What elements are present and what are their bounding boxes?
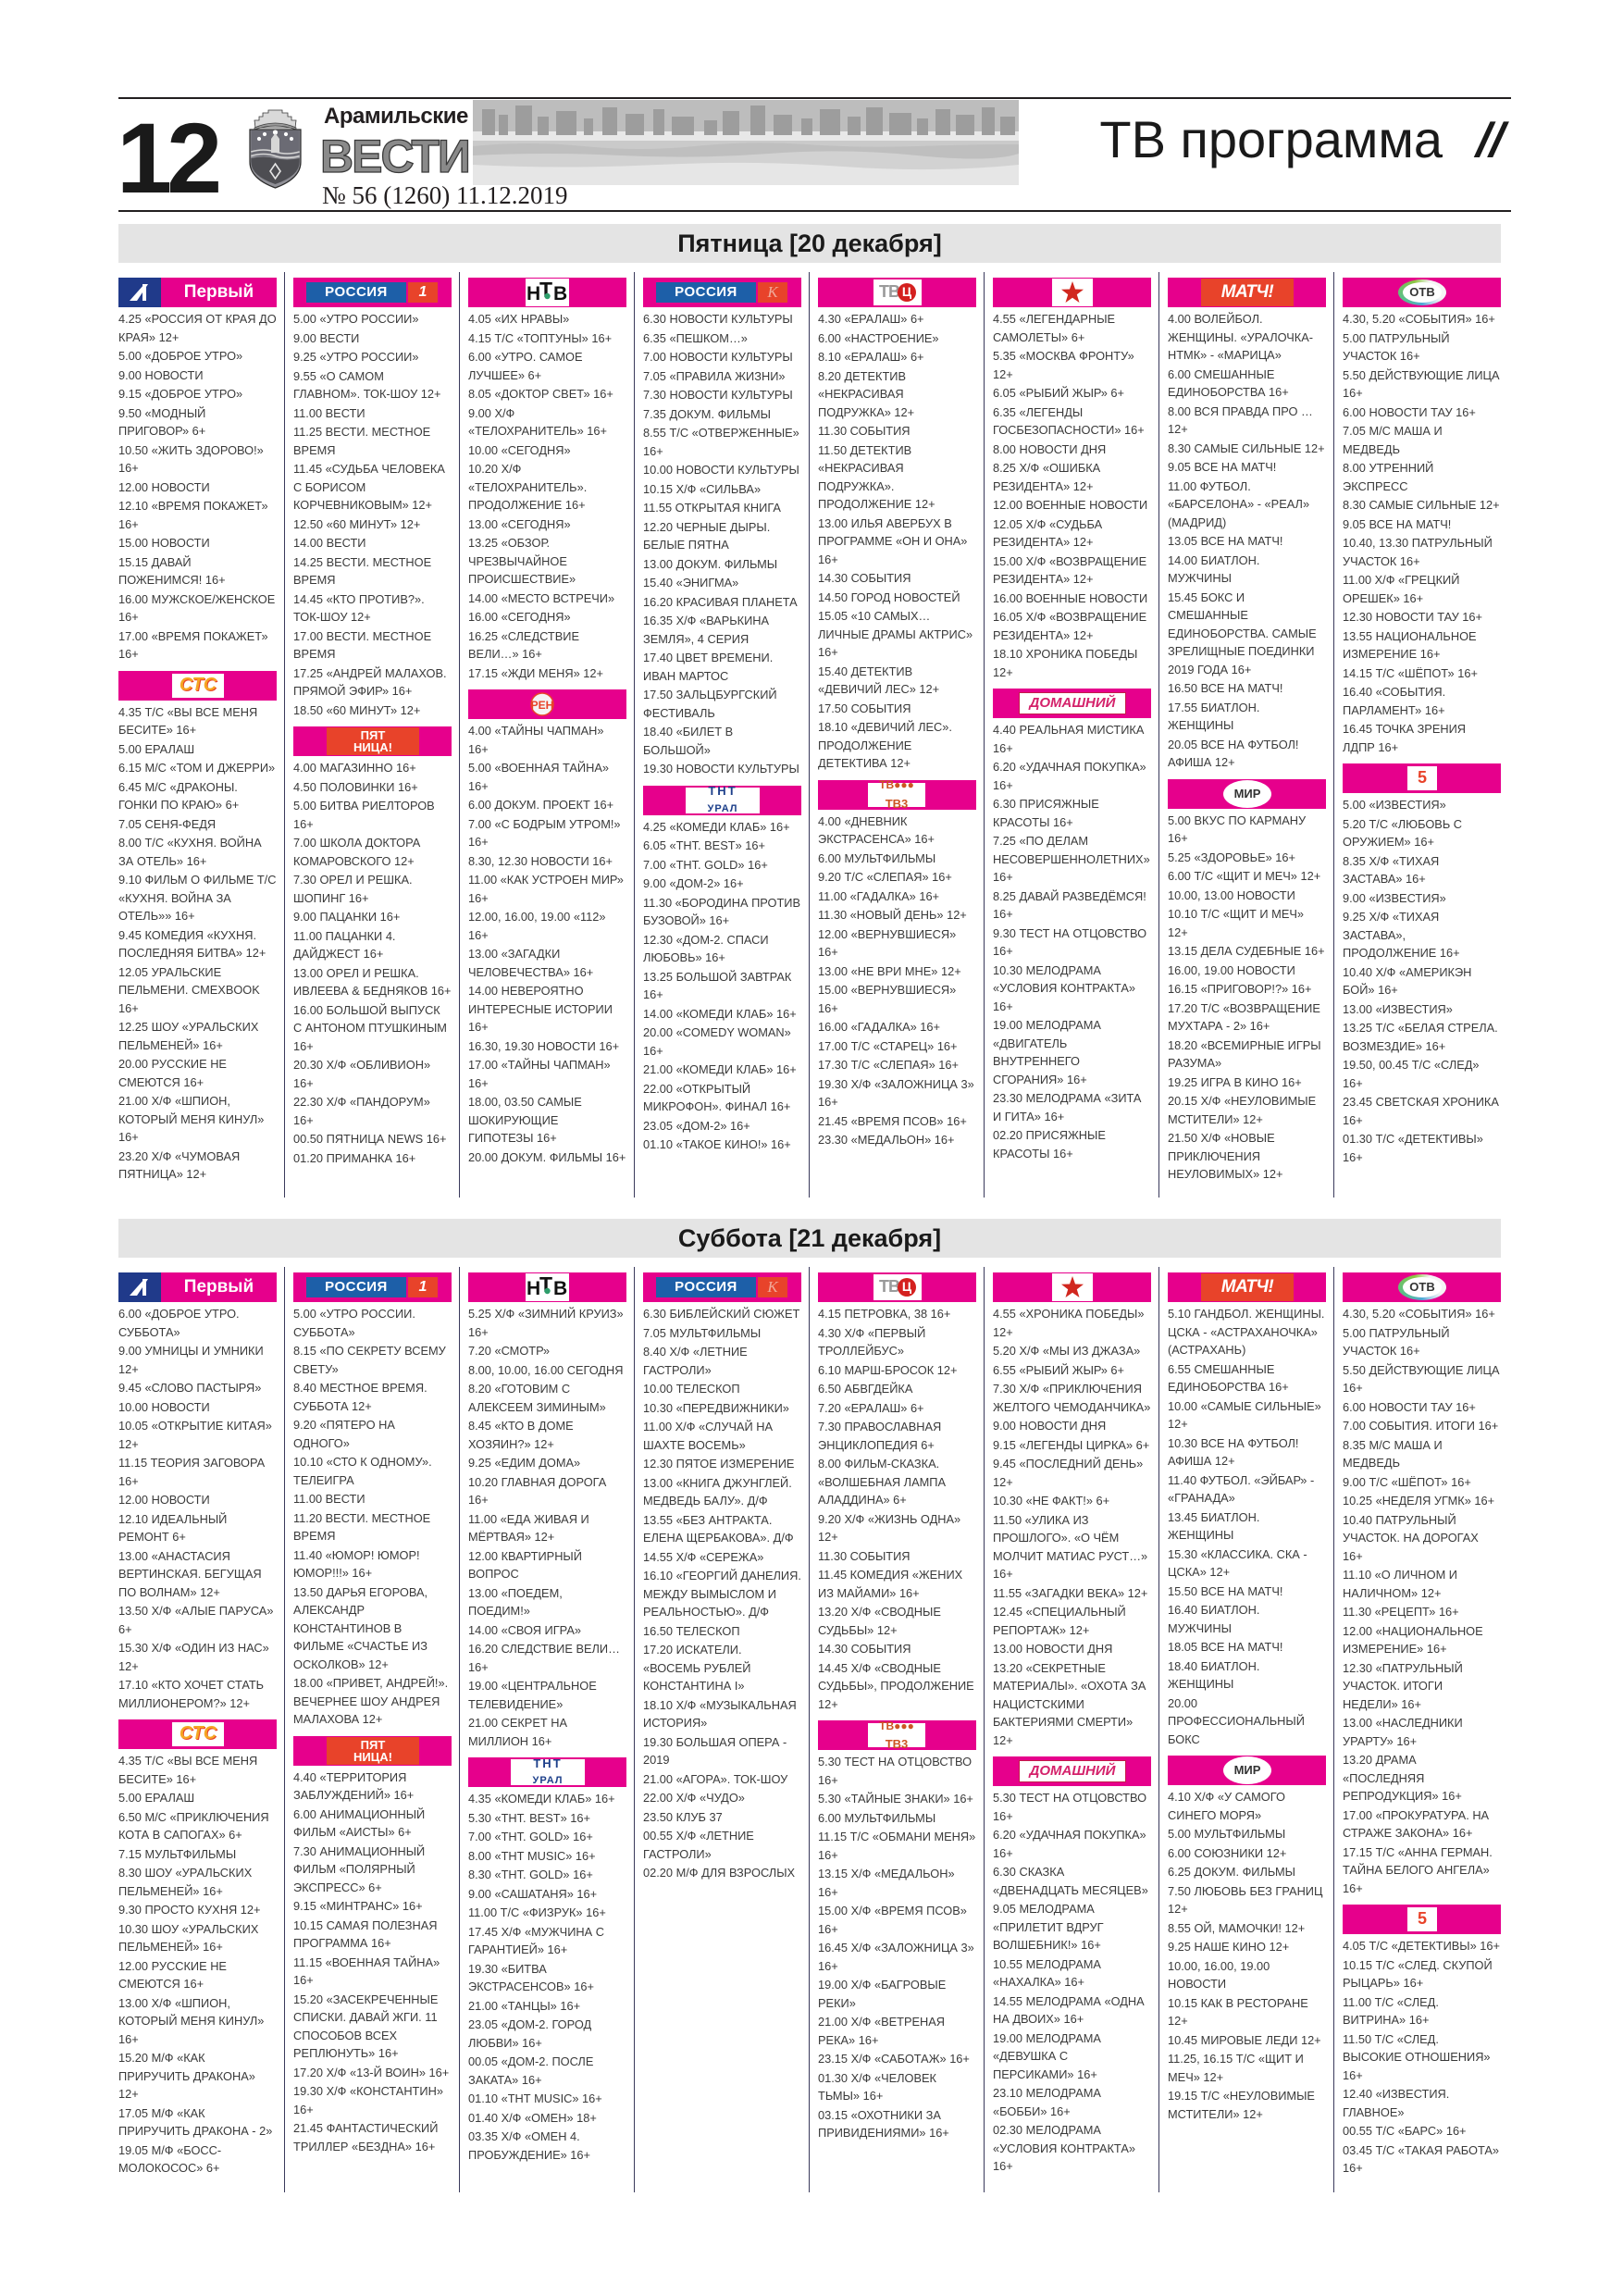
svg-text:В: В: [553, 1278, 567, 1299]
svg-text:Н: Н: [527, 283, 540, 304]
svg-text:В: В: [553, 283, 567, 304]
svg-text:Н: Н: [527, 1278, 540, 1299]
svg-text:РЕН: РЕН: [531, 699, 554, 712]
